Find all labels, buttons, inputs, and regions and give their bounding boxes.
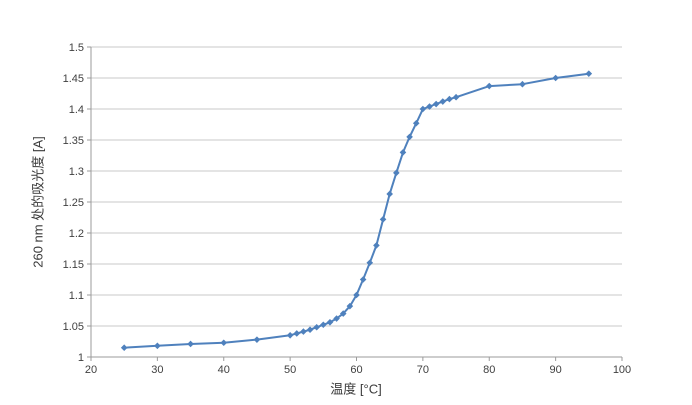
y-tick-label: 1.2	[69, 228, 84, 240]
x-tick-label: 40	[218, 364, 230, 376]
y-tick-label: 1.45	[63, 73, 84, 85]
data-point-marker	[426, 103, 433, 110]
data-point-marker	[399, 149, 407, 156]
data-point-marker	[306, 326, 314, 334]
data-point-marker	[519, 80, 526, 88]
y-axis-title: 260 nm 处的吸光度 [A]	[30, 136, 46, 268]
data-point-marker	[346, 302, 354, 310]
data-point-marker	[419, 105, 427, 113]
data-point-marker	[446, 95, 453, 103]
data-point-marker	[120, 344, 128, 351]
y-tick-label: 1.4	[69, 104, 84, 116]
x-tick-label: 80	[483, 364, 495, 376]
x-tick-label: 100	[613, 364, 631, 376]
data-point-marker	[412, 119, 420, 127]
data-point-marker	[585, 70, 593, 77]
data-point-marker	[386, 190, 393, 198]
data-point-marker	[439, 98, 447, 105]
x-tick-label: 30	[151, 364, 163, 376]
data-point-marker	[253, 336, 261, 343]
data-point-marker	[452, 93, 460, 101]
data-point-marker	[393, 169, 400, 177]
x-axis-title: 温度 [°C]	[330, 381, 382, 397]
data-point-marker	[313, 323, 320, 331]
data-point-marker	[293, 330, 301, 337]
data-point-marker	[406, 133, 413, 141]
data-point-marker	[220, 339, 228, 347]
data-point-marker	[353, 291, 360, 299]
data-point-marker	[485, 82, 493, 90]
data-point-marker	[339, 310, 347, 317]
data-point-marker	[359, 276, 367, 283]
data-point-marker	[320, 321, 327, 329]
y-tick-label: 1.1	[69, 290, 84, 302]
data-point-marker	[333, 315, 340, 322]
data-point-marker	[373, 242, 380, 249]
y-tick-label: 1.35	[63, 135, 84, 147]
data-point-marker	[326, 318, 334, 326]
data-point-marker	[286, 332, 294, 339]
data-point-marker	[552, 74, 559, 82]
series-line	[123, 72, 590, 349]
x-tick-label: 20	[85, 364, 97, 376]
y-tick-label: 1.15	[63, 259, 84, 271]
y-tick-label: 1	[78, 352, 84, 364]
data-point-marker	[432, 100, 440, 108]
y-tick-label: 1.3	[69, 166, 84, 178]
data-point-marker	[379, 216, 387, 223]
data-point-marker	[187, 340, 194, 348]
y-tick-label: 1.25	[63, 197, 84, 209]
y-tick-label: 1.05	[63, 321, 84, 333]
data-point-marker	[300, 328, 307, 335]
x-tick-label: 50	[284, 364, 296, 376]
x-tick-label: 90	[550, 364, 562, 376]
x-tick-label: 60	[350, 364, 362, 376]
x-tick-label: 70	[417, 364, 429, 376]
data-point-marker	[366, 259, 374, 267]
data-point-marker	[154, 342, 161, 350]
y-tick-label: 1.5	[69, 42, 84, 54]
